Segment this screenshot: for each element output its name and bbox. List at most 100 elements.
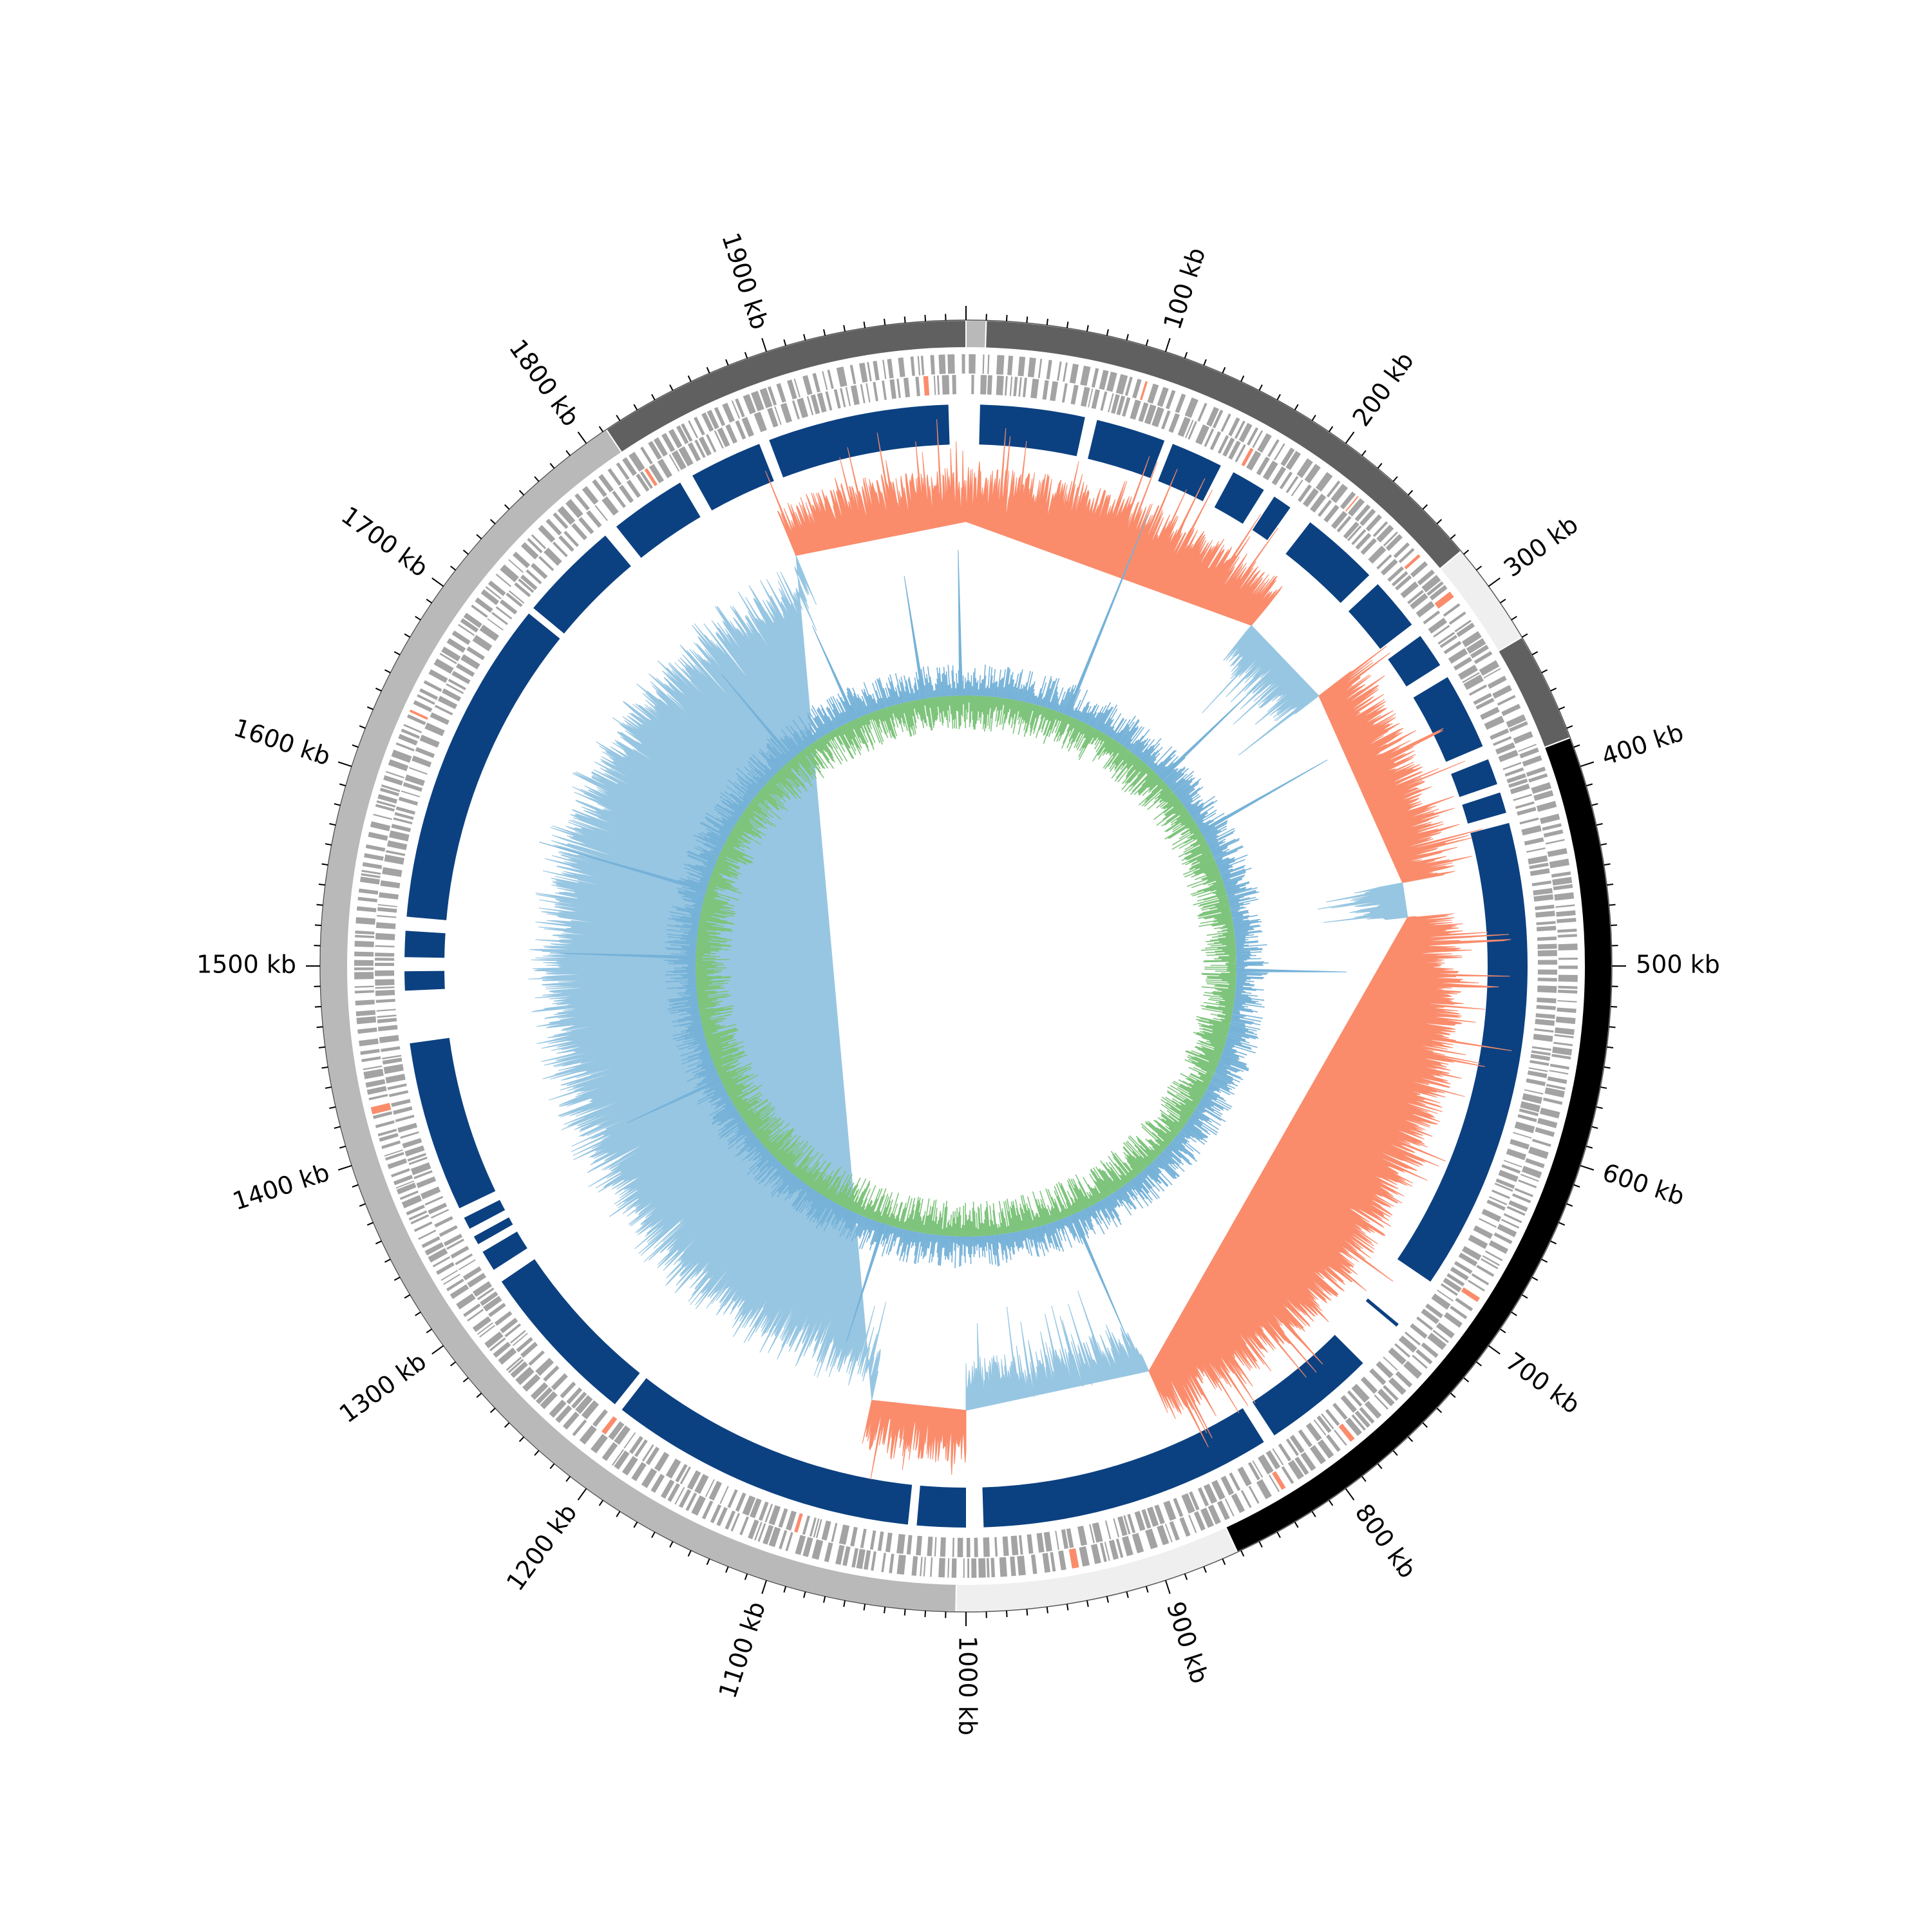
gene-feature <box>513 551 531 569</box>
gene-feature <box>1443 603 1461 617</box>
gene-feature <box>384 1151 404 1161</box>
gene-feature <box>794 1513 803 1533</box>
gene-feature <box>360 1048 380 1056</box>
gc-spike-1 <box>1159 687 1256 781</box>
tick-label: 800 kb <box>1350 1499 1422 1584</box>
gene-feature <box>428 669 448 683</box>
gene-feature <box>436 1262 455 1275</box>
gene-feature <box>1042 380 1049 400</box>
gene-feature <box>1368 545 1387 564</box>
gene-feature <box>472 1316 491 1332</box>
gene-feature <box>1285 451 1301 471</box>
gene-feature <box>1385 534 1403 551</box>
gene-feature <box>1421 574 1441 592</box>
gene-feature <box>767 386 777 406</box>
gene-feature <box>437 696 458 710</box>
gc-spike-10 <box>811 625 857 721</box>
outer-segment-0 <box>965 319 987 349</box>
gene-feature <box>1197 1487 1209 1507</box>
gene-feature <box>1446 1273 1465 1287</box>
gene-feature <box>836 366 848 387</box>
skew-region-2 <box>1318 645 1482 884</box>
gene-feature <box>1281 1466 1294 1484</box>
gene-feature <box>1421 1309 1439 1325</box>
gene-feature <box>1466 638 1486 654</box>
gene-feature <box>1099 1542 1107 1562</box>
gene-feature <box>1553 1041 1573 1046</box>
gene-feature <box>1318 500 1332 517</box>
gene-feature <box>1526 1078 1546 1086</box>
gene-feature <box>355 999 375 1006</box>
gene-feature <box>990 1557 996 1578</box>
gene-feature <box>1524 837 1544 846</box>
gene-feature <box>488 1303 506 1318</box>
gene-feature <box>1336 515 1352 533</box>
gene-feature <box>477 1287 495 1300</box>
gene-feature <box>1558 943 1578 951</box>
gene-feature <box>871 1551 876 1571</box>
gene-feature <box>1354 504 1371 522</box>
gene-feature <box>1558 965 1578 969</box>
gene-feature <box>354 985 374 988</box>
gene-feature <box>616 462 630 480</box>
gene-feature <box>363 1065 383 1070</box>
gene-feature <box>1483 668 1501 679</box>
gene-feature <box>910 356 915 376</box>
gene-feature <box>903 377 911 397</box>
gene-feature <box>1195 424 1209 445</box>
gene-feature <box>1104 1520 1112 1540</box>
gene-feature <box>1302 488 1319 507</box>
gene-feature <box>1456 622 1475 638</box>
gene-feature <box>1355 533 1372 550</box>
gene-feature <box>408 767 428 775</box>
gene-feature <box>1535 1127 1555 1137</box>
gene-feature <box>1495 1178 1515 1189</box>
gene-feature <box>741 417 754 437</box>
gene-feature <box>612 1449 625 1466</box>
gene-feature <box>851 1548 858 1568</box>
gene-feature <box>1498 750 1519 762</box>
gene-feature <box>987 375 992 395</box>
gene-feature <box>1169 1521 1180 1541</box>
gene-feature <box>827 369 834 389</box>
gene-feature <box>535 1358 554 1376</box>
gene-feature <box>446 683 464 694</box>
gene-feature <box>1123 1515 1131 1535</box>
gene-feature <box>1193 1511 1206 1531</box>
gene-feature <box>601 1442 618 1461</box>
gene-feature <box>355 934 375 938</box>
gene-feature <box>424 1196 444 1206</box>
gene-feature <box>1510 1139 1530 1150</box>
gene-feature <box>1530 1059 1549 1066</box>
tick-label: 500 kb <box>1636 951 1720 979</box>
gene-feature <box>1421 1342 1439 1358</box>
gene-feature <box>393 1106 413 1115</box>
gene-feature <box>1200 1508 1215 1528</box>
gene-feature <box>705 1479 715 1497</box>
gene-feature <box>544 547 562 566</box>
gene-feature <box>413 1170 433 1180</box>
gene-feature <box>1557 1007 1577 1013</box>
gene-feature <box>927 1537 933 1557</box>
gene-feature <box>1168 413 1180 433</box>
gene-feature <box>942 375 950 395</box>
gene-feature <box>375 933 395 940</box>
gc-spike-7 <box>550 952 696 960</box>
gene-feature <box>1257 433 1272 453</box>
gene-feature <box>1443 1277 1462 1293</box>
gene-feature <box>463 612 482 629</box>
gene-feature <box>475 597 493 613</box>
gene-feature <box>668 428 683 449</box>
gene-feature <box>408 1210 428 1221</box>
gene-feature <box>1351 1383 1370 1403</box>
gene-feature <box>413 1221 433 1232</box>
gene-feature <box>1211 1480 1226 1501</box>
gene-feature <box>1369 1368 1387 1385</box>
gene-feature <box>815 1519 822 1539</box>
gene-feature <box>1042 1553 1051 1573</box>
gene-feature <box>1462 1245 1482 1261</box>
blue-block-22 <box>404 971 445 991</box>
gene-feature <box>1439 634 1458 649</box>
gene-feature <box>530 563 548 580</box>
gene-feature <box>727 1489 738 1508</box>
